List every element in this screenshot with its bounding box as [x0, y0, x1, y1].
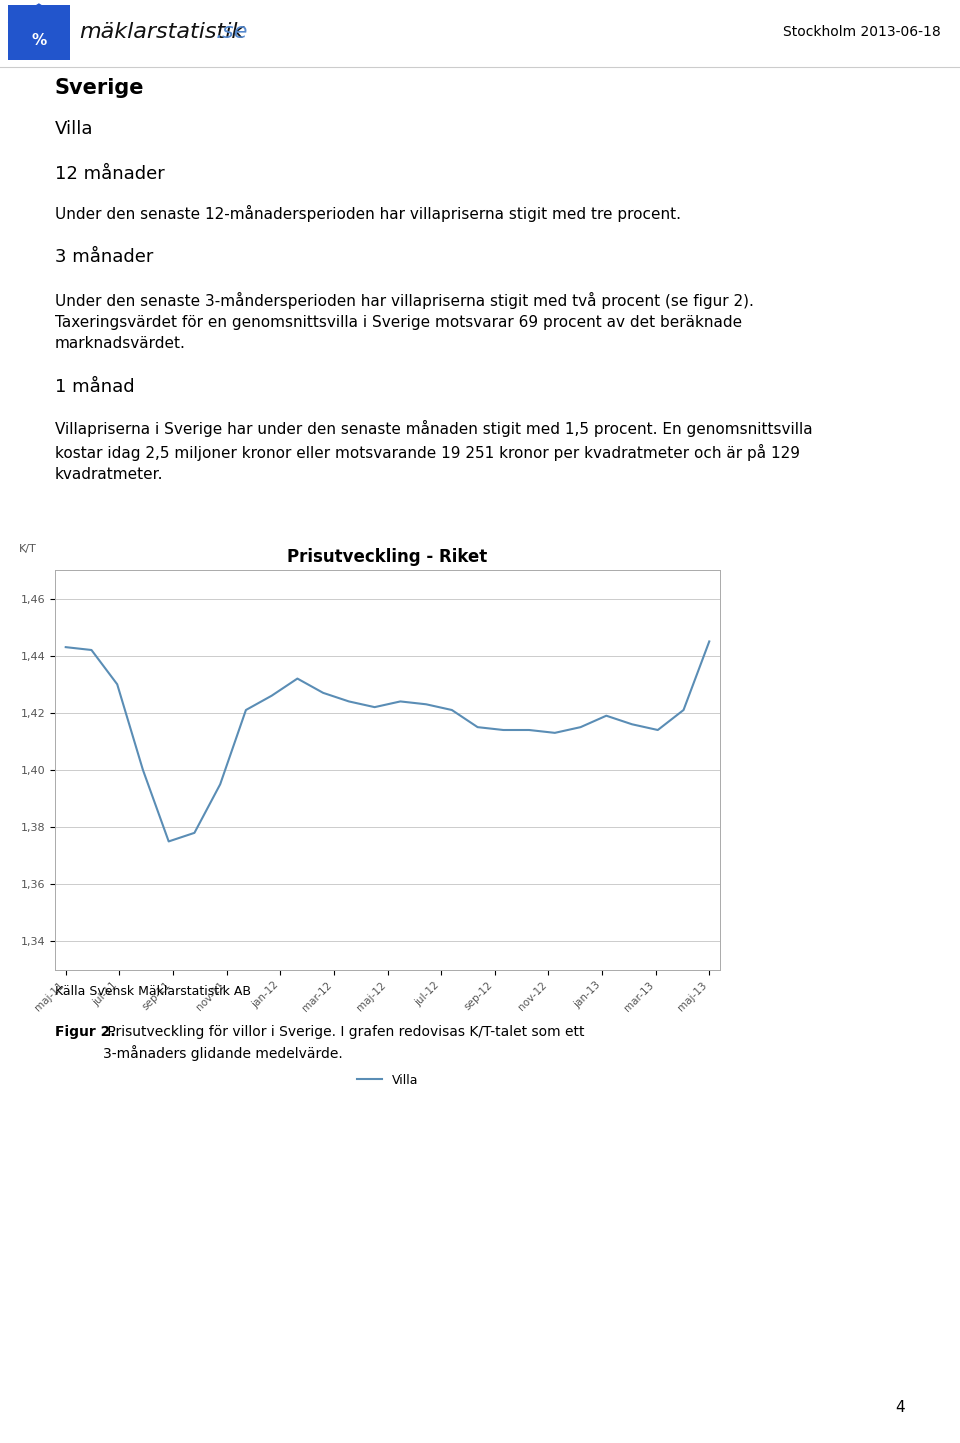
Title: Prisutveckling - Riket: Prisutveckling - Riket	[287, 548, 488, 566]
Text: mäklarstatistik: mäklarstatistik	[79, 23, 244, 42]
Text: Figur 2.: Figur 2.	[55, 1025, 115, 1039]
Legend: Villa: Villa	[351, 1069, 423, 1092]
Text: K/T: K/T	[18, 544, 36, 554]
Text: 4: 4	[895, 1400, 905, 1416]
Text: Källa Svensk Mäklarstatistik AB: Källa Svensk Mäklarstatistik AB	[55, 986, 251, 999]
Polygon shape	[8, 3, 70, 23]
Text: Under den senaste 12-månadersperioden har villapriserna stigit med tre procent.: Under den senaste 12-månadersperioden ha…	[55, 205, 681, 222]
Text: Sverige: Sverige	[55, 78, 145, 98]
Text: Under den senaste 3-måndersperioden har villapriserna stigit med två procent (se: Under den senaste 3-måndersperioden har …	[55, 291, 754, 351]
Text: 1 månad: 1 månad	[55, 378, 134, 395]
Text: %: %	[32, 33, 46, 48]
Text: .se: .se	[216, 23, 249, 42]
Text: 3 månader: 3 månader	[55, 248, 154, 266]
Text: 12 månader: 12 månader	[55, 165, 165, 183]
FancyBboxPatch shape	[8, 6, 70, 59]
Text: Prisutveckling för villor i Sverige. I grafen redovisas K/T-talet som ett
3-måna: Prisutveckling för villor i Sverige. I g…	[103, 1025, 585, 1062]
Text: Villapriserna i Sverige har under den senaste månaden stigit med 1,5 procent. En: Villapriserna i Sverige har under den se…	[55, 420, 812, 482]
Text: Villa: Villa	[55, 120, 93, 139]
Text: Stockholm 2013-06-18: Stockholm 2013-06-18	[783, 26, 941, 39]
